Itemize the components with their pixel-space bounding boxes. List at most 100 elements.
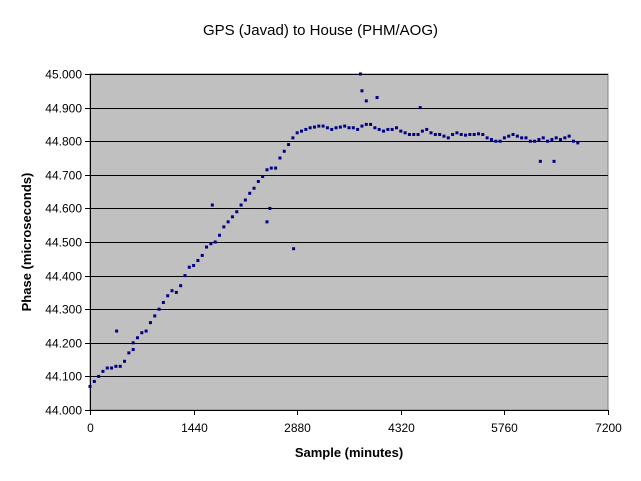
y-axis-label: Phase (microseconds) — [19, 173, 34, 312]
data-point — [472, 132, 476, 136]
y-tick-label: 44.400 — [45, 270, 82, 284]
data-point — [399, 129, 403, 133]
data-point — [325, 126, 329, 130]
data-point — [481, 132, 485, 136]
data-point — [390, 127, 394, 131]
data-point — [287, 143, 291, 147]
data-point — [412, 132, 416, 136]
data-point — [563, 136, 567, 140]
y-tick-label: 44.300 — [45, 303, 82, 317]
data-point — [131, 348, 135, 352]
data-point — [265, 220, 269, 224]
data-point — [571, 139, 575, 143]
data-point — [300, 129, 304, 133]
data-point — [375, 96, 379, 100]
data-point — [351, 126, 355, 130]
x-tick-label: 2880 — [284, 421, 311, 435]
data-point — [317, 124, 321, 128]
data-point — [528, 139, 532, 143]
data-point — [166, 294, 170, 298]
data-point — [418, 106, 422, 110]
data-point — [127, 351, 131, 355]
data-point — [511, 132, 515, 136]
data-point — [256, 180, 260, 184]
data-point — [282, 149, 286, 153]
data-point — [226, 220, 230, 224]
x-tick-label: 1440 — [181, 421, 208, 435]
data-point — [308, 126, 312, 130]
data-point — [442, 134, 446, 138]
data-point — [386, 127, 390, 131]
data-point — [261, 174, 265, 178]
y-tick-label: 44.100 — [45, 370, 82, 384]
data-point — [576, 141, 580, 145]
data-point — [205, 245, 209, 249]
data-point — [174, 290, 178, 294]
data-point — [373, 126, 377, 130]
data-point — [369, 122, 373, 126]
data-point — [394, 126, 398, 130]
data-point — [489, 138, 493, 142]
chart-title: GPS (Javad) to House (PHM/AOG) — [203, 22, 438, 39]
data-point — [153, 314, 157, 318]
data-point — [248, 191, 252, 195]
data-point — [520, 136, 524, 140]
data-point — [537, 138, 541, 142]
data-point — [407, 132, 411, 136]
data-point — [235, 210, 239, 214]
data-point — [429, 131, 433, 135]
data-point — [179, 284, 183, 288]
data-point — [123, 359, 127, 363]
data-point — [192, 264, 196, 268]
data-point — [291, 136, 295, 140]
data-point — [183, 274, 187, 278]
data-point — [101, 369, 105, 373]
data-point — [105, 366, 109, 370]
data-point — [541, 136, 545, 140]
data-point — [485, 136, 489, 140]
data-point — [416, 132, 420, 136]
data-point — [115, 329, 119, 333]
data-point — [252, 186, 256, 190]
x-tick-label: 0 — [87, 421, 94, 435]
data-point — [446, 136, 450, 140]
x-tick-label: 5760 — [491, 421, 518, 435]
data-point — [88, 384, 92, 388]
y-axis: 44.000 44.100 44.200 44.300 44.400 44.500 44.6… — [45, 68, 91, 418]
data-point — [304, 127, 308, 131]
data-point — [157, 307, 161, 311]
data-point — [209, 242, 213, 246]
data-point — [338, 125, 342, 129]
data-point — [494, 139, 498, 143]
y-tick-label: 44.700 — [45, 169, 82, 183]
data-point — [140, 331, 144, 335]
data-point — [222, 225, 226, 229]
data-point — [451, 132, 455, 136]
data-point — [268, 206, 272, 210]
y-tick-label: 44.600 — [45, 202, 82, 216]
data-point — [187, 265, 191, 269]
data-point — [292, 247, 296, 251]
x-tick-label: 4320 — [388, 421, 415, 435]
data-point — [170, 289, 174, 293]
y-tick-label: 44.000 — [45, 404, 82, 418]
data-points — [88, 72, 580, 388]
data-point — [533, 139, 537, 143]
y-tick-label: 44.800 — [45, 135, 82, 149]
data-point — [359, 72, 363, 76]
x-axis: 0 1440 2880 4320 5760 7200 — [87, 410, 622, 435]
data-point — [213, 240, 217, 244]
data-point — [321, 124, 325, 128]
data-point — [459, 132, 463, 136]
data-point — [110, 366, 114, 370]
data-point — [243, 198, 247, 202]
data-point — [524, 136, 528, 140]
data-point — [114, 364, 118, 368]
data-point — [356, 127, 360, 131]
y-tick-label: 45.000 — [45, 68, 82, 82]
data-point — [347, 126, 351, 130]
data-point — [420, 129, 424, 133]
data-point — [278, 156, 282, 160]
data-point — [135, 336, 139, 340]
